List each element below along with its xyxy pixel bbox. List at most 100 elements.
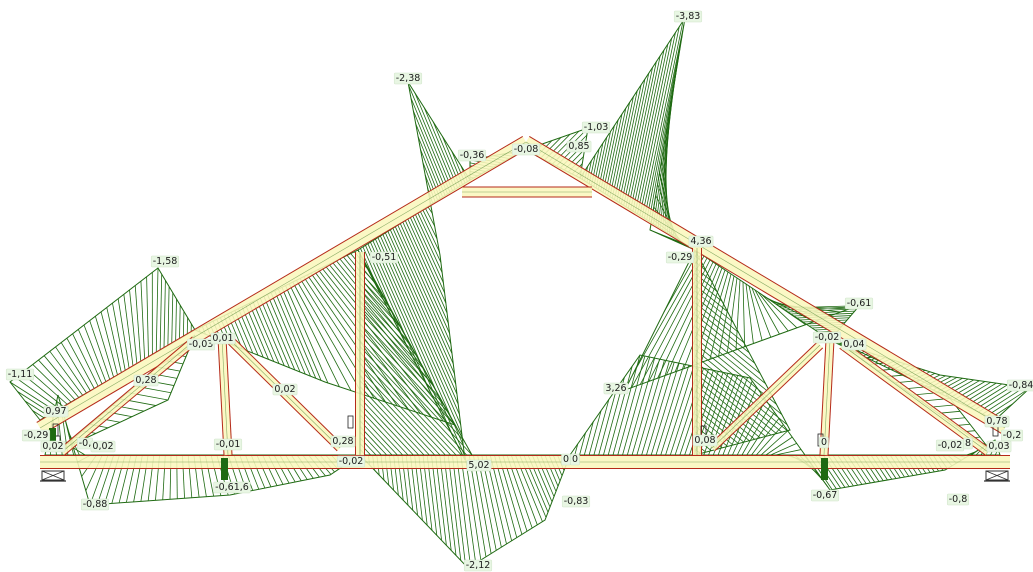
right-post bbox=[692, 248, 702, 455]
moment-label-text: 5,02 bbox=[468, 460, 489, 471]
moment-label: -1,11 bbox=[5, 368, 35, 381]
moment-label: 0,28 bbox=[330, 435, 356, 448]
moment-label: 0,02 bbox=[272, 383, 298, 396]
node-marker bbox=[347, 415, 354, 429]
moment-label-text: 0,85 bbox=[568, 141, 589, 152]
moment-label: -0,88 bbox=[80, 498, 110, 511]
moment-label-text: 4,36 bbox=[690, 236, 711, 247]
moment-label: 0,01 bbox=[210, 332, 236, 345]
moment-label: -0,83 bbox=[561, 495, 591, 508]
moment-label-text: 0,02 bbox=[274, 384, 295, 395]
moment-value-labels: -3,83-2,38-1,03-0,36-0,08 0,854,36-0,29-1… bbox=[5, 10, 1033, 572]
left-post bbox=[355, 252, 365, 455]
moment-label-text: -2,38 bbox=[396, 73, 421, 84]
bottom-chord bbox=[40, 455, 1010, 469]
diagram-bottom-chord-center bbox=[358, 454, 571, 569]
moment-label: 4,36 bbox=[688, 235, 714, 248]
right-web-a bbox=[708, 341, 824, 452]
moment-label-text: -0,29 bbox=[24, 430, 49, 441]
moment-label: -0,61 bbox=[844, 297, 874, 310]
moment-label: -0,02 bbox=[935, 439, 965, 452]
moment-label: -0,2 bbox=[1000, 429, 1024, 442]
moment-label-text: -3,83 bbox=[676, 11, 701, 22]
moment-label: -0,61,6 bbox=[213, 481, 251, 494]
diagram-right-rafter-upper bbox=[579, 17, 696, 251]
moment-label-text: -0,61 bbox=[847, 298, 872, 309]
moment-label: -0,29 bbox=[21, 429, 51, 442]
moment-label: -1,03 bbox=[581, 121, 611, 134]
moment-label-text: 0 bbox=[572, 454, 578, 465]
left-support-icon bbox=[40, 470, 66, 482]
diagram-left-rafter-upper bbox=[357, 81, 471, 461]
moment-label: 8 bbox=[963, 437, 973, 450]
moment-label: -0,01 bbox=[213, 438, 243, 451]
moment-label-text: -2,12 bbox=[466, 560, 491, 571]
moment-label-text: 0,28 bbox=[135, 375, 156, 386]
moment-label-text: -1,58 bbox=[153, 256, 178, 267]
moment-label: -0,8 bbox=[946, 493, 970, 506]
stress-block bbox=[49, 428, 56, 450]
moment-label-text: -0, bbox=[79, 438, 92, 449]
moment-label: 0 bbox=[570, 453, 580, 466]
bending-moment-diagram bbox=[9, 17, 1032, 569]
moment-label-text: 0 bbox=[821, 437, 827, 448]
moment-label-text: -0,51 bbox=[372, 252, 397, 263]
moment-label-text: 0,03 bbox=[988, 441, 1009, 452]
moment-label-text: -0,02 bbox=[339, 456, 364, 467]
stress-block bbox=[221, 458, 228, 480]
moment-label: 0,78 bbox=[984, 415, 1010, 428]
moment-label: 0 bbox=[561, 453, 571, 466]
moment-label: -0,36 bbox=[457, 149, 487, 162]
moment-label-text: -0,01 bbox=[216, 439, 241, 450]
moment-label: 0,04 bbox=[841, 338, 867, 351]
stress-block bbox=[821, 458, 828, 480]
moment-label: -3,83 bbox=[673, 10, 703, 23]
moment-label-text: -1,11 bbox=[8, 369, 33, 380]
moment-label: -0,51 bbox=[369, 251, 399, 264]
left-top-chord bbox=[36, 135, 530, 435]
right-web-b bbox=[839, 341, 991, 456]
moment-label: 0,02 bbox=[40, 440, 66, 453]
left-vertical bbox=[217, 337, 233, 456]
moment-label: -2,38 bbox=[393, 72, 423, 85]
moment-label: -0,02 bbox=[812, 331, 842, 344]
moment-label: 0 bbox=[819, 436, 829, 449]
moment-label: 0,28 bbox=[133, 374, 159, 387]
moment-label-text: 0,02 bbox=[92, 441, 113, 452]
moment-label-text: 0,02 bbox=[42, 441, 63, 452]
moment-label-text: -0,02 bbox=[815, 332, 840, 343]
moment-label-text: -0,03 bbox=[189, 339, 214, 350]
moment-label: -1,58 bbox=[150, 255, 180, 268]
moment-label-text: -0,02 bbox=[938, 440, 963, 451]
moment-label-text: 0,01 bbox=[212, 333, 233, 344]
moment-label-text: -0,83 bbox=[564, 496, 589, 507]
moment-label-text: 0 bbox=[563, 454, 569, 465]
moment-label: 0,02 bbox=[90, 440, 116, 453]
moment-label-text: -0,67 bbox=[813, 490, 838, 501]
moment-label: -0,67 bbox=[810, 489, 840, 502]
moment-label-text: 0,04 bbox=[843, 339, 864, 350]
diagram-left-rafter-lower bbox=[9, 267, 196, 421]
moment-label: -0,08 bbox=[511, 143, 541, 156]
moment-label: -0,02 bbox=[336, 455, 366, 468]
moment-label: -0, bbox=[77, 437, 93, 450]
moment-label-text: -0,2 bbox=[1003, 430, 1022, 441]
moment-label: -0,03 bbox=[186, 338, 216, 351]
moment-label: 5,02 bbox=[466, 459, 492, 472]
moment-label: 0,03 bbox=[986, 440, 1012, 453]
moment-label-text: -0,08 bbox=[514, 144, 539, 155]
moment-label-text: 0,08 bbox=[694, 435, 715, 446]
moment-label-text: -0,29 bbox=[668, 252, 693, 263]
moment-label: 0,85 bbox=[566, 140, 592, 153]
moment-label-text: -0,88 bbox=[83, 499, 108, 510]
moment-label: 3,26 bbox=[603, 382, 629, 395]
moment-label-text: 3,26 bbox=[605, 383, 626, 394]
right-support-icon bbox=[984, 470, 1010, 482]
moment-label-text: -1,03 bbox=[584, 122, 609, 133]
moment-label-text: 0,97 bbox=[45, 406, 66, 417]
right-vertical bbox=[819, 339, 835, 456]
moment-label: 0,97 bbox=[43, 405, 69, 418]
left-web-a bbox=[59, 336, 198, 456]
collar-tie bbox=[462, 186, 592, 198]
moment-label: -2,12 bbox=[463, 559, 493, 572]
